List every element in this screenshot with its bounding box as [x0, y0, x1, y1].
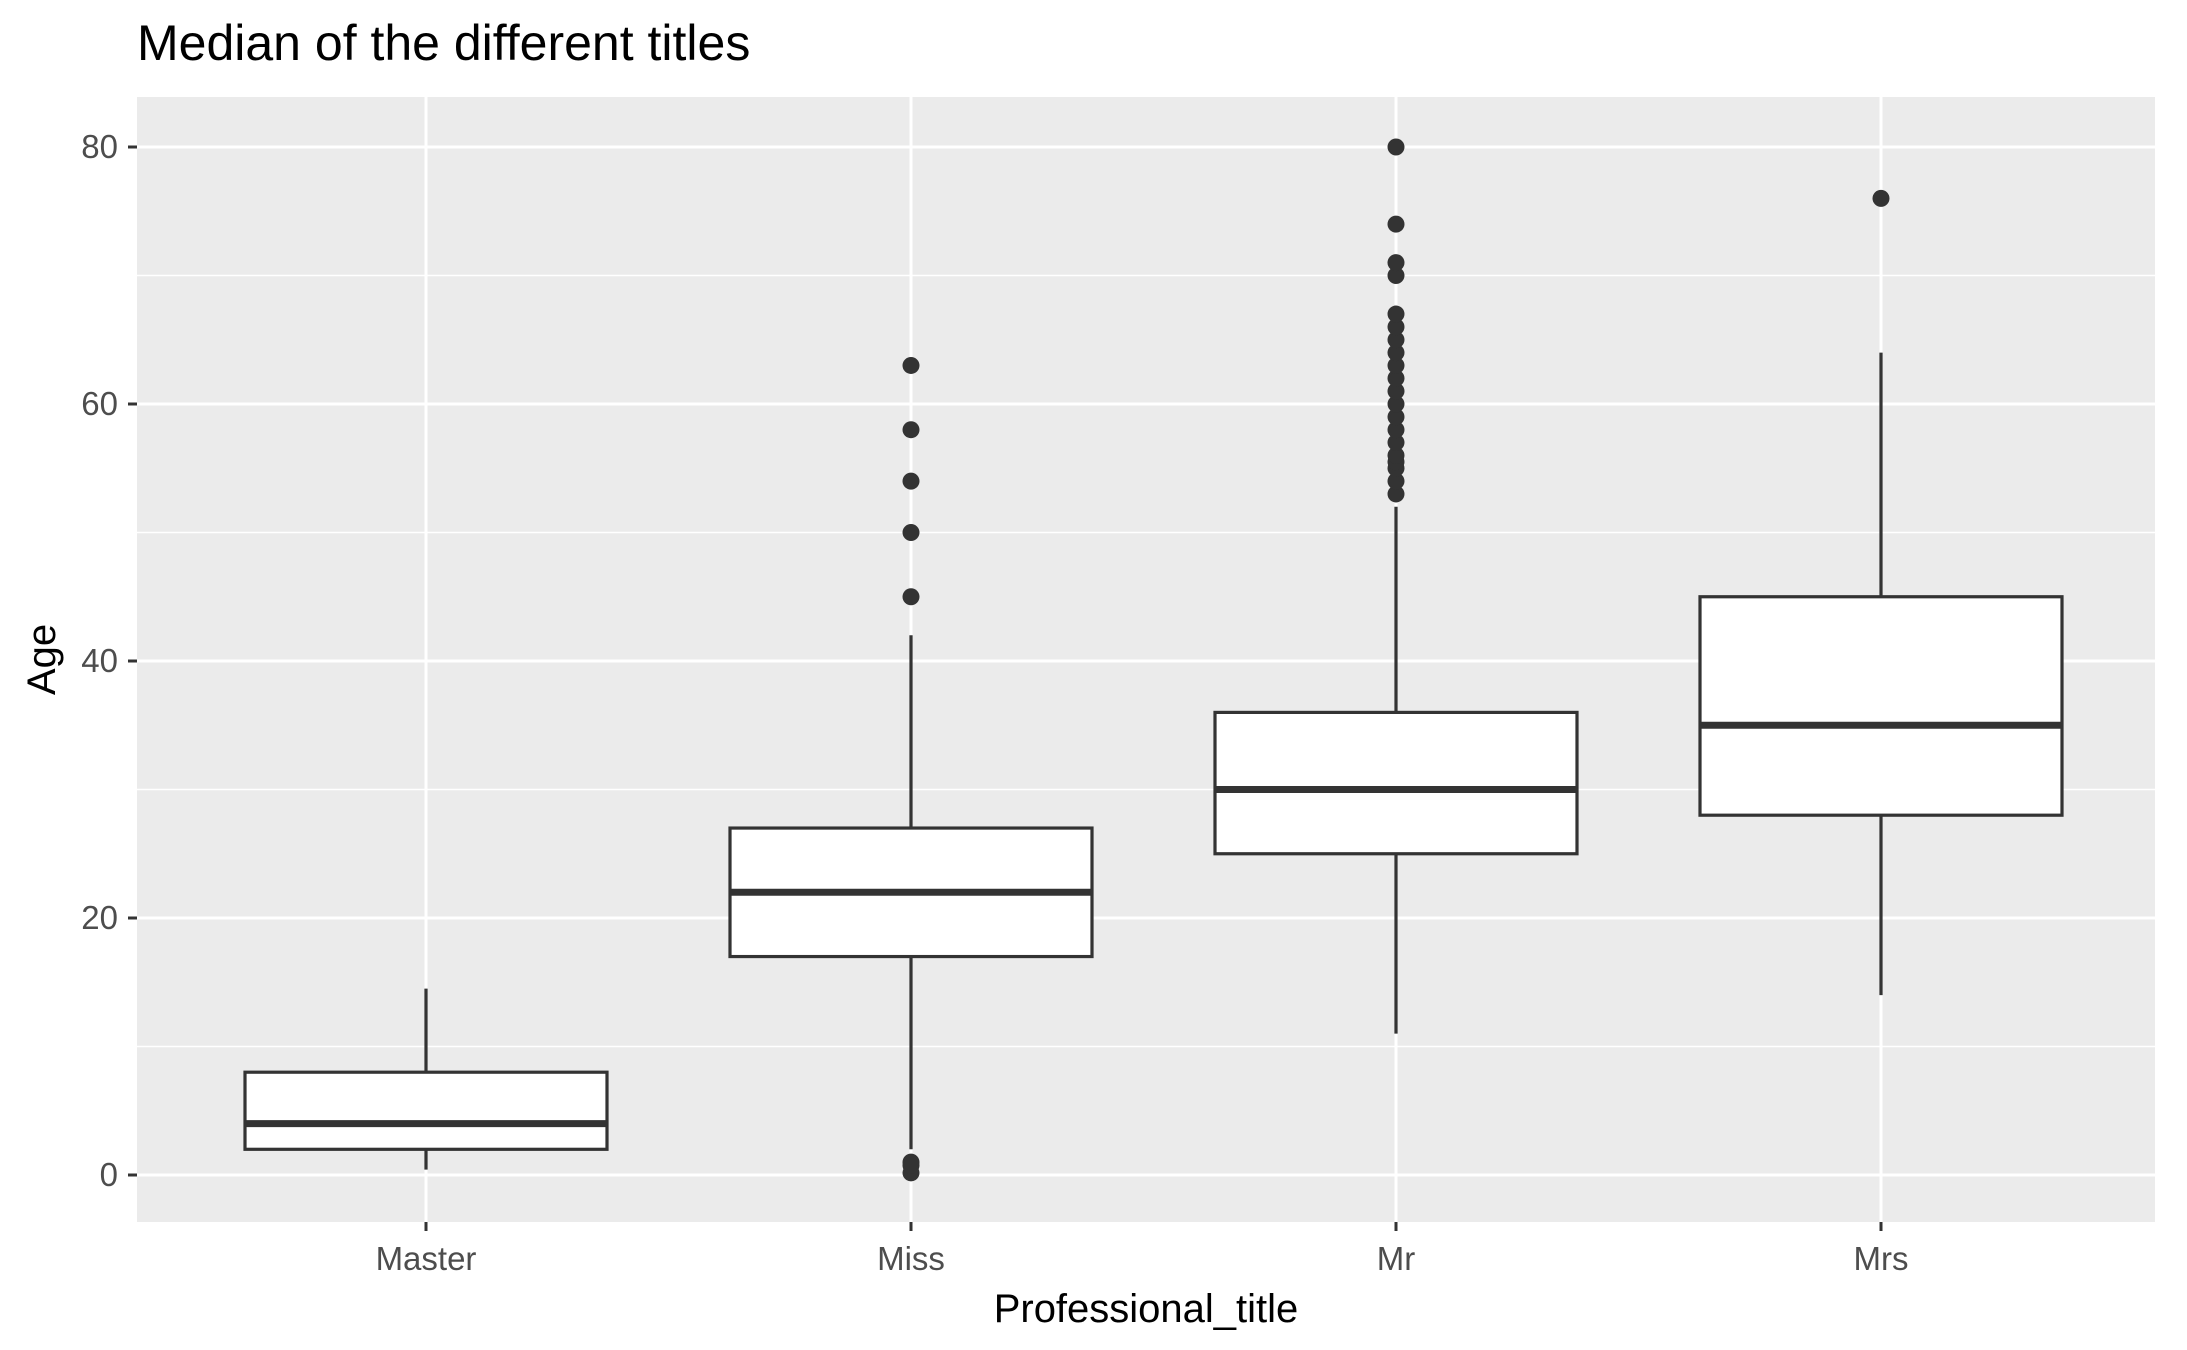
y-tick-label: 0 [100, 1156, 118, 1193]
outlier-point [1387, 356, 1405, 374]
iqr-box [1213, 710, 1579, 856]
box-master [243, 988, 609, 1170]
iqr-box [243, 1070, 609, 1151]
outlier-point [902, 356, 920, 374]
outlier-point [1387, 138, 1405, 156]
outlier-point [902, 588, 920, 606]
outlier-point [902, 421, 920, 439]
chart-title: Median of the different titles [137, 15, 751, 71]
y-tick-label: 40 [81, 642, 118, 679]
x-axis: Master Miss Mr Mrs [376, 1222, 1909, 1277]
box-series [243, 138, 2064, 1182]
box-mr [1213, 138, 1579, 1034]
outlier-point [1387, 318, 1405, 336]
x-tick-label: Master [376, 1240, 477, 1277]
outlier-point [1387, 344, 1405, 362]
x-tick-label: Mr [1377, 1240, 1415, 1277]
outlier-point [1387, 421, 1405, 439]
outlier-point [1387, 331, 1405, 349]
iqr-box [1698, 595, 2064, 817]
outlier-point [1387, 446, 1405, 464]
box-mrs [1698, 189, 2064, 996]
x-tick-label: Miss [877, 1240, 945, 1277]
y-axis-label: Age [20, 624, 64, 695]
outlier-point [1872, 189, 1890, 207]
outlier-point [1387, 369, 1405, 387]
outlier-point [1387, 472, 1405, 490]
outlier-point [1387, 215, 1405, 233]
outlier-point [902, 524, 920, 541]
outlier-point [1387, 408, 1405, 426]
y-axis: 0 20 40 60 80 [81, 128, 137, 1193]
outlier-point [902, 1153, 920, 1171]
outlier-point [1387, 254, 1405, 272]
outlier-point [1387, 485, 1405, 503]
outlier-point [1387, 305, 1405, 323]
outlier-point [1387, 267, 1405, 284]
outlier-point [1387, 382, 1405, 400]
outlier-point [1387, 434, 1405, 452]
outlier-point [1387, 395, 1405, 413]
x-axis-label: Professional_title [994, 1287, 1299, 1331]
y-tick-label: 20 [81, 899, 118, 936]
outlier-point [902, 472, 920, 490]
y-tick-label: 80 [81, 128, 118, 165]
box-miss [728, 356, 1094, 1182]
x-tick-label: Mrs [1854, 1240, 1909, 1277]
y-tick-label: 60 [81, 385, 118, 422]
